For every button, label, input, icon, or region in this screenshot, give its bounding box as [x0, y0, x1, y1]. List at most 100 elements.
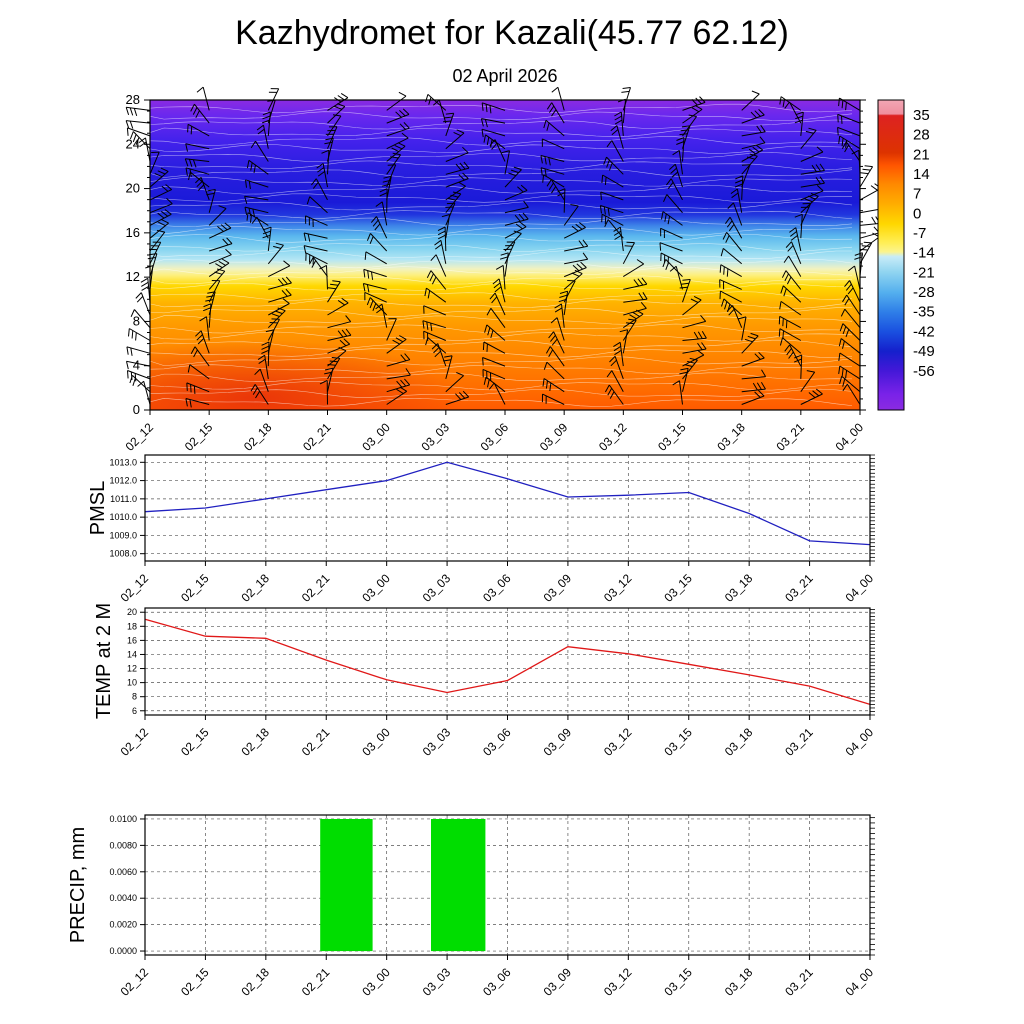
svg-text:03_21: 03_21	[782, 965, 816, 999]
svg-text:03_18: 03_18	[722, 965, 756, 999]
svg-text:14: 14	[913, 166, 930, 183]
svg-text:03_00: 03_00	[359, 571, 393, 605]
svg-text:02_12: 02_12	[118, 571, 152, 605]
svg-text:03_21: 03_21	[782, 571, 816, 605]
svg-text:03_06: 03_06	[480, 725, 514, 759]
temp-x-tick-labels: 02_12 02_15 02_18 02_21 03_00 03_03 03_06 03_09…	[118, 725, 877, 759]
precip-x-tick-labels: 02_12 02_15 02_18 02_21 03_00 03_03 03_06 03_09…	[118, 965, 877, 999]
svg-text:03_00: 03_00	[359, 965, 393, 999]
pmsl-panel: 1008.0 1009.0 1010.0 1011.0 1012.0 1013.0 02_1…	[109, 454, 877, 605]
svg-text:03_15: 03_15	[661, 725, 695, 759]
svg-text:20: 20	[126, 181, 140, 196]
svg-text:02_15: 02_15	[178, 965, 212, 999]
svg-text:03_18: 03_18	[722, 725, 756, 759]
pmsl-y-tick-labels: 1008.0 1009.0 1010.0 1011.0 1012.0 1013.0	[109, 457, 137, 558]
svg-text:04_00: 04_00	[833, 420, 867, 454]
svg-text:-14: -14	[913, 245, 935, 262]
svg-text:03_15: 03_15	[655, 420, 689, 454]
svg-text:20: 20	[127, 607, 137, 617]
svg-text:1010.0: 1010.0	[109, 512, 137, 522]
temp-axis-title: TEMP at 2 M	[93, 603, 115, 719]
svg-text:03_12: 03_12	[596, 420, 630, 454]
precip-axis-title: PRECIP, mm	[67, 827, 89, 943]
svg-text:03_12: 03_12	[601, 571, 635, 605]
svg-text:35: 35	[913, 107, 930, 124]
svg-text:28: 28	[126, 92, 140, 107]
svg-text:03_09: 03_09	[541, 725, 575, 759]
svg-text:03_09: 03_09	[541, 965, 575, 999]
svg-text:0.0060: 0.0060	[109, 867, 137, 877]
svg-text:02_18: 02_18	[238, 965, 272, 999]
svg-text:24: 24	[126, 136, 140, 151]
svg-text:02_18: 02_18	[238, 571, 272, 605]
svg-text:16: 16	[126, 225, 140, 240]
colorbar: 35 28 21 14 7 0 -7 -14 -21 -28 -35 -42 -49 -56	[877, 99, 935, 411]
svg-text:02_18: 02_18	[241, 420, 275, 454]
colorbar-tick-labels: 35 28 21 14 7 0 -7 -14 -21 -28 -35 -42 -49 -56	[913, 107, 935, 380]
svg-text:21: 21	[913, 146, 930, 163]
svg-text:7: 7	[913, 186, 921, 203]
svg-text:03_03: 03_03	[420, 571, 454, 605]
svg-text:03_09: 03_09	[541, 571, 575, 605]
svg-text:04_00: 04_00	[843, 965, 877, 999]
cross-section-x-tick-labels: 02_12 02_15 02_18 02_21 03_00 03_03 03_06 03_09…	[123, 420, 867, 454]
svg-text:-35: -35	[913, 304, 935, 321]
svg-text:03_15: 03_15	[661, 965, 695, 999]
svg-text:0.0020: 0.0020	[109, 920, 137, 930]
chart-title: Kazhydromet for Kazali(45.77 62.12)	[235, 14, 789, 52]
svg-text:02_21: 02_21	[300, 420, 334, 454]
svg-text:0.0040: 0.0040	[109, 893, 137, 903]
svg-text:02_12: 02_12	[123, 420, 157, 454]
svg-text:03_06: 03_06	[480, 571, 514, 605]
svg-text:12: 12	[126, 269, 140, 284]
svg-text:02_12: 02_12	[118, 965, 152, 999]
svg-text:-56: -56	[913, 363, 935, 380]
svg-text:03_12: 03_12	[601, 725, 635, 759]
svg-text:03_18: 03_18	[714, 420, 748, 454]
precip-y-tick-labels: 0.0000 0.0020 0.0040 0.0060 0.0080 0.0100	[109, 814, 137, 956]
svg-text:03_09: 03_09	[537, 420, 571, 454]
svg-text:1011.0: 1011.0	[110, 494, 137, 504]
svg-text:-42: -42	[913, 323, 935, 340]
svg-text:02_15: 02_15	[178, 571, 212, 605]
precip-bar	[320, 819, 373, 952]
svg-text:0: 0	[913, 205, 921, 222]
svg-text:03_15: 03_15	[661, 571, 695, 605]
pmsl-axis-title: PMSL	[87, 481, 109, 535]
svg-text:03_00: 03_00	[359, 725, 393, 759]
cross-section-panel: 0 4 8 12 16 20 24 28 02_12 02_15 02_18 02_21 03_00 03…	[123, 86, 885, 454]
svg-text:02_21: 02_21	[299, 965, 333, 999]
svg-text:02_15: 02_15	[178, 725, 212, 759]
svg-text:6: 6	[132, 706, 137, 716]
svg-text:02_21: 02_21	[299, 725, 333, 759]
svg-text:12: 12	[127, 664, 137, 674]
svg-text:10: 10	[127, 678, 137, 688]
svg-text:8: 8	[133, 313, 140, 328]
pmsl-line	[144, 461, 871, 546]
svg-text:04_00: 04_00	[843, 725, 877, 759]
svg-text:-21: -21	[913, 264, 935, 281]
svg-text:03_00: 03_00	[359, 420, 393, 454]
temp-gridlines	[144, 608, 871, 715]
svg-text:1013.0: 1013.0	[109, 457, 137, 467]
temp-line	[144, 618, 871, 706]
precip-bar	[431, 819, 486, 952]
svg-text:-7: -7	[913, 225, 926, 242]
pmsl-x-tick-labels: 02_12 02_15 02_18 02_21 03_00 03_03 03_06 03_09…	[118, 571, 877, 605]
svg-text:-28: -28	[913, 284, 935, 301]
precip-panel: 0.0000 0.0020 0.0040 0.0060 0.0080 0.0100 02_1…	[109, 814, 876, 999]
svg-text:02_12: 02_12	[118, 725, 152, 759]
wind-barbs	[125, 86, 885, 408]
svg-text:03_06: 03_06	[478, 420, 512, 454]
svg-text:28: 28	[913, 127, 930, 144]
svg-text:02_15: 02_15	[182, 420, 216, 454]
svg-text:02_21: 02_21	[299, 571, 333, 605]
svg-text:16: 16	[127, 635, 137, 645]
svg-text:0: 0	[133, 402, 140, 417]
pmsl-gridlines	[144, 455, 871, 561]
svg-text:0.0100: 0.0100	[109, 814, 137, 824]
svg-text:03_21: 03_21	[773, 420, 807, 454]
